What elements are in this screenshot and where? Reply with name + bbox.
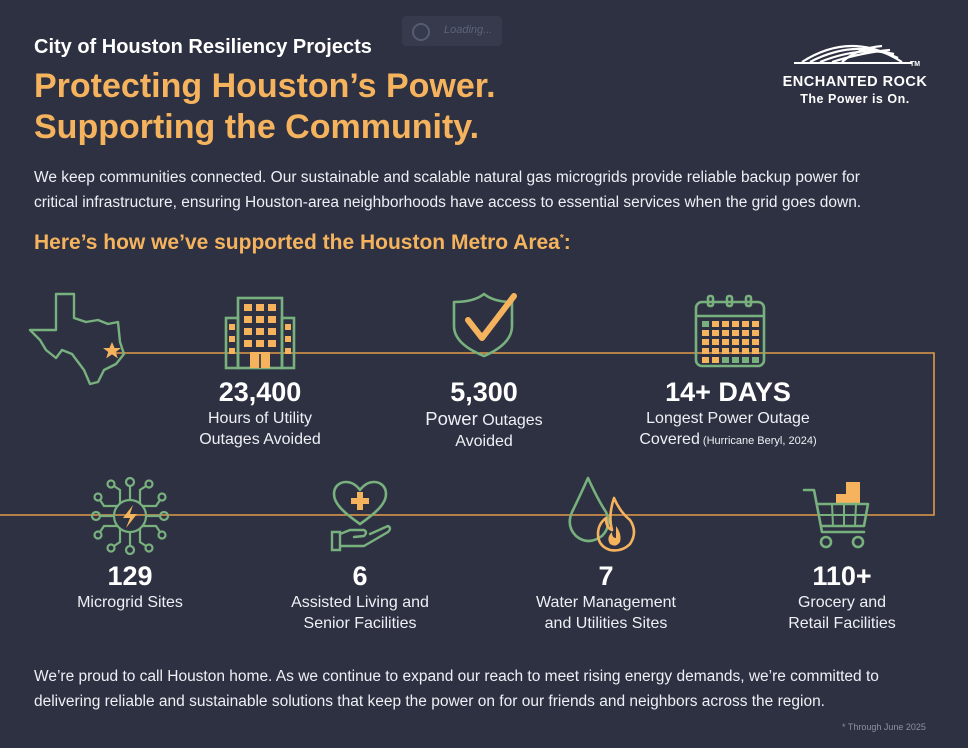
stat-assisted-living: 6 Assisted Living and Senior Facilities [260, 560, 460, 634]
headline-line-2: Supporting the Community. [34, 108, 480, 146]
shield-check-icon [452, 292, 517, 358]
intro-paragraph: We keep communities connected. Our susta… [34, 165, 934, 215]
stat-outage-hours: 23,400 Hours of Utility Outages Avoided [170, 376, 350, 450]
stat-microgrid-sites: 129 Microgrid Sites [40, 560, 220, 613]
section-heading-colon: : [563, 231, 571, 254]
loading-text: Loading... [444, 24, 493, 36]
stat-label-line-2: Retail Facilities [788, 615, 896, 632]
stat-number: 23,400 [218, 377, 302, 407]
stat-label-line-2: Covered (Hurricane Beryl, 2024) [639, 431, 817, 448]
stat-label-line-2: Avoided [455, 433, 513, 450]
enchanted-rock-logo: TM ENCHANTED ROCK The Power is On. [770, 36, 940, 110]
stat-label-line-1: Longest Power Outage [646, 410, 810, 427]
headline: Protecting Houston’s Power. Supporting t… [34, 66, 496, 148]
microgrid-icon [90, 476, 170, 556]
stat-label-line-1: Hours of Utility [207, 410, 313, 427]
footnote: * Through June 2025 [842, 722, 926, 732]
stat-water-management: 7 Water Management and Utilities Sites [508, 560, 704, 634]
stat-label-line-1: Grocery and [797, 594, 887, 611]
stat-number: 6 [352, 561, 368, 591]
stat-label-line-2: Senior Facilities [303, 615, 417, 632]
stat-label-line-2: Outages Avoided [199, 431, 321, 448]
water-fire-icon [568, 476, 636, 552]
logo-trademark: TM [910, 61, 921, 68]
stat-label-line-2: and Utilities Sites [544, 615, 668, 632]
stat-grocery-retail: 110+ Grocery and Retail Facilities [752, 560, 932, 634]
stat-longest-outage: 14+ DAYS Longest Power Outage Covered (H… [608, 376, 848, 452]
calendar-icon [694, 294, 766, 368]
closing-paragraph: We’re proud to call Houston home. As we … [34, 664, 944, 714]
stat-number: 129 [107, 561, 153, 591]
stat-label-line-1: Power Outages [425, 408, 543, 429]
logo-name: ENCHANTED ROCK [782, 74, 928, 90]
stat-number: 7 [598, 561, 614, 591]
stat-number: 14+ DAYS [665, 377, 791, 407]
stat-number: 5,300 [450, 377, 518, 407]
stat-label-line-1: Water Management [536, 594, 676, 611]
stat-number: 110+ [812, 561, 872, 591]
grocery-cart-icon [802, 482, 870, 549]
closing-line-2: delivering reliable and sustainable solu… [34, 693, 825, 710]
section-heading-text: Here’s how we’ve supported the Houston M… [34, 231, 560, 254]
closing-line-1: We’re proud to call Houston home. As we … [34, 668, 879, 685]
texas-map-icon [28, 292, 126, 386]
intro-line-2: critical infrastructure, ensuring Housto… [34, 194, 862, 211]
eyebrow-title: City of Houston Resiliency Projects [34, 36, 372, 58]
stat-power-outages: 5,300 Power Outages Avoided [394, 376, 574, 452]
stat-label-line-1: Assisted Living and [291, 594, 429, 611]
section-heading: Here’s how we’ve supported the Houston M… [34, 231, 571, 255]
heart-hand-icon [330, 480, 392, 552]
logo-arcs-icon [794, 44, 912, 64]
building-icon [224, 296, 296, 370]
intro-line-1: We keep communities connected. Our susta… [34, 169, 860, 186]
headline-line-1: Protecting Houston’s Power. [34, 67, 496, 105]
loading-spinner-icon [412, 23, 430, 41]
section-heading-asterisk: * [559, 233, 564, 244]
loading-indicator: Loading... [402, 16, 502, 46]
logo-tagline: The Power is On. [800, 92, 910, 106]
stat-label-line-1: Microgrid Sites [77, 594, 183, 611]
